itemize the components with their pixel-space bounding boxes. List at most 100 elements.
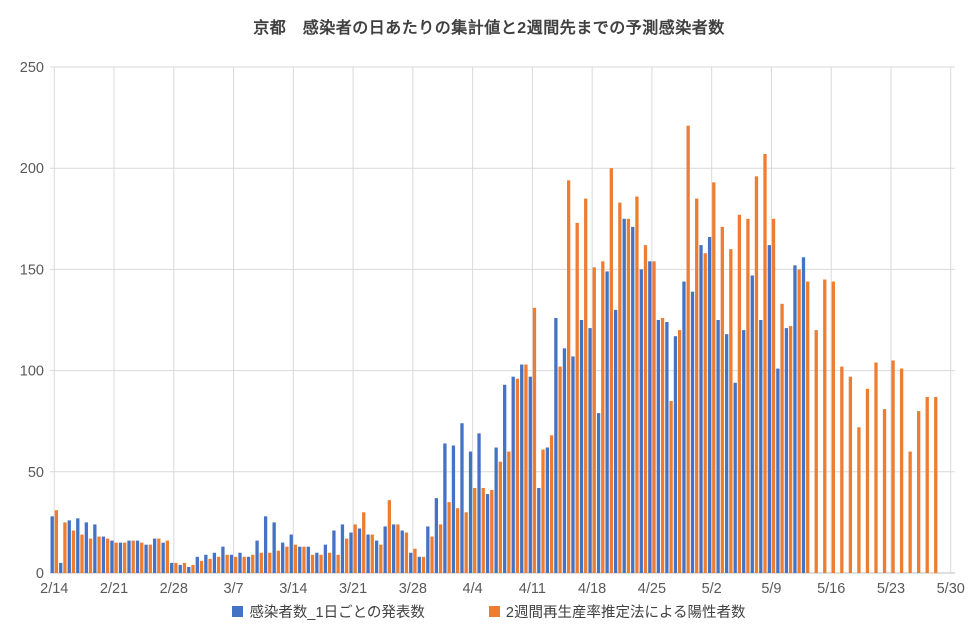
bar-blue bbox=[323, 544, 328, 573]
bar-orange bbox=[831, 281, 835, 573]
bar-orange bbox=[592, 267, 596, 573]
bar-orange bbox=[780, 303, 784, 573]
bar-orange bbox=[71, 530, 76, 573]
bar-orange bbox=[80, 534, 84, 573]
bar-blue bbox=[725, 334, 729, 573]
bar-blue bbox=[238, 552, 242, 573]
bar-blue bbox=[665, 322, 669, 573]
bar-orange bbox=[797, 269, 801, 573]
bar-orange bbox=[754, 176, 759, 573]
bar-blue bbox=[417, 556, 421, 573]
bar-orange bbox=[788, 326, 793, 573]
bar-blue bbox=[673, 336, 678, 573]
bar-orange bbox=[925, 396, 929, 573]
bar-orange bbox=[387, 500, 391, 573]
bar-blue bbox=[801, 257, 806, 573]
bar-orange bbox=[473, 487, 477, 573]
bar-orange bbox=[63, 522, 67, 573]
bar-orange bbox=[97, 536, 101, 573]
bar-blue bbox=[93, 524, 97, 573]
bar-orange bbox=[88, 538, 93, 573]
bar-blue bbox=[392, 524, 396, 573]
chart-title: 京都 感染者の日あたりの集計値と2週間先までの予測感染者数 bbox=[253, 20, 725, 37]
bar-orange bbox=[917, 411, 921, 573]
bar-orange bbox=[327, 552, 332, 573]
bar-orange bbox=[814, 330, 818, 573]
y-tick-label: 100 bbox=[20, 364, 44, 380]
bar-orange bbox=[191, 564, 195, 573]
bar-blue bbox=[135, 540, 140, 573]
bar-blue bbox=[212, 552, 217, 573]
x-tick-label: 5/16 bbox=[817, 581, 845, 597]
bar-blue bbox=[562, 348, 567, 573]
bar-blue bbox=[733, 382, 737, 573]
bar-orange bbox=[251, 554, 255, 573]
bar-blue bbox=[204, 554, 208, 573]
bar-orange bbox=[882, 409, 887, 573]
bar-blue bbox=[152, 538, 157, 573]
x-tick-label: 2/14 bbox=[40, 581, 68, 597]
bar-orange bbox=[242, 556, 246, 573]
x-tick-label: 5/23 bbox=[877, 581, 905, 597]
bar-orange bbox=[438, 524, 443, 573]
bar-blue bbox=[110, 540, 114, 573]
bar-orange bbox=[532, 307, 537, 573]
bar-orange bbox=[302, 546, 306, 573]
x-tick-label: 5/2 bbox=[702, 581, 722, 597]
bar-orange bbox=[413, 548, 417, 573]
bar-blue bbox=[545, 447, 550, 573]
bar-blue bbox=[178, 564, 182, 573]
bar-blue bbox=[716, 320, 720, 573]
bar-orange bbox=[182, 562, 187, 573]
bar-orange bbox=[498, 461, 502, 573]
bar-orange bbox=[643, 245, 648, 573]
bar-orange bbox=[165, 540, 170, 573]
bar-orange bbox=[370, 534, 374, 573]
bar-blue bbox=[50, 516, 54, 573]
bar-orange bbox=[285, 546, 289, 573]
bar-blue bbox=[656, 320, 660, 573]
legend-item-predicted: 2週間再生産率推定法による陽性者数 bbox=[488, 601, 746, 622]
bar-orange bbox=[848, 376, 853, 573]
bar-blue bbox=[101, 536, 106, 573]
bar-orange bbox=[524, 364, 528, 573]
bar-orange bbox=[584, 198, 588, 573]
bar-orange bbox=[737, 214, 742, 573]
bar-blue bbox=[707, 237, 712, 574]
bar-orange bbox=[857, 427, 861, 573]
bar-blue bbox=[614, 309, 618, 573]
bar-blue bbox=[84, 522, 88, 573]
x-tick-label: 4/25 bbox=[638, 581, 666, 597]
bar-orange bbox=[208, 558, 212, 573]
bar-blue bbox=[255, 540, 259, 573]
bar-orange bbox=[310, 554, 315, 573]
bar-orange bbox=[199, 560, 204, 573]
legend: 感染者数_1日ごとの発表数 2週間再生産率推定法による陽性者数 bbox=[0, 601, 978, 622]
bar-blue bbox=[682, 281, 686, 573]
bar-blue bbox=[195, 556, 199, 573]
bar-orange bbox=[549, 435, 554, 573]
bar-orange bbox=[720, 226, 724, 573]
bar-orange bbox=[430, 536, 434, 573]
bar-orange bbox=[806, 281, 810, 573]
bar-orange bbox=[515, 378, 520, 573]
bar-blue bbox=[494, 447, 498, 573]
bar-orange bbox=[507, 451, 511, 573]
bar-blue bbox=[776, 368, 780, 573]
bar-orange bbox=[618, 202, 622, 573]
bar-orange bbox=[686, 125, 690, 574]
bar-orange bbox=[609, 168, 613, 573]
bar-blue bbox=[750, 275, 754, 573]
bar-orange bbox=[541, 449, 545, 573]
bar-blue bbox=[520, 364, 524, 573]
bar-blue bbox=[340, 524, 345, 573]
bar-blue bbox=[263, 516, 268, 573]
bar-orange bbox=[729, 249, 733, 573]
bar-orange bbox=[345, 538, 349, 573]
bar-orange bbox=[362, 512, 366, 573]
bar-blue bbox=[690, 291, 695, 573]
bar-orange bbox=[771, 218, 776, 574]
bar-orange bbox=[934, 396, 938, 573]
